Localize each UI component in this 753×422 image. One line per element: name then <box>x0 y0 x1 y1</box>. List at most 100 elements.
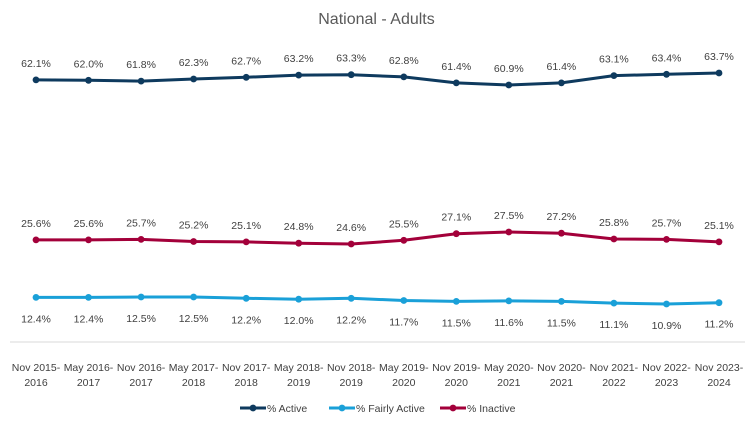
series-inactive: 25.6% 25.6% 25.7% 25.2% 25.1% 24.8% 24.6% 25.5%… <box>21 210 734 248</box>
data-label-fairly-active: 12.5% <box>126 313 156 325</box>
data-point-active <box>190 75 198 83</box>
data-label-fairly-active: 12.4% <box>21 313 51 325</box>
data-label-fairly-active: 11.6% <box>494 317 523 329</box>
data-label-inactive: 24.8% <box>284 221 314 233</box>
data-label-fairly-active: 12.2% <box>336 314 366 326</box>
x-tick-label: Nov 2018-2019 <box>327 362 376 389</box>
x-tick-label: Nov 2019-2020 <box>432 362 481 389</box>
data-label-inactive: 27.1% <box>441 212 471 224</box>
data-point-inactive <box>663 236 670 243</box>
x-tick-label: Nov 2015-2016 <box>12 362 61 389</box>
data-label-active: 61.4% <box>441 61 471 73</box>
data-label-fairly-active: 11.7% <box>389 317 418 329</box>
data-point-fairly-active <box>505 297 513 305</box>
data-point-fairly-active <box>32 294 40 301</box>
data-label-active: 61.4% <box>547 61 577 73</box>
x-tick-label: Nov 2016-2017 <box>117 362 166 389</box>
data-point-inactive <box>242 238 250 246</box>
data-label-active: 61.8% <box>126 59 156 71</box>
data-point-active <box>505 81 513 89</box>
data-point-fairly-active <box>137 293 145 301</box>
series-active: 62.1% 62.0% 61.8% 62.3% 62.7% 63.2% 63.3% 62.8%… <box>21 51 734 89</box>
data-label-fairly-active: 10.9% <box>652 320 682 332</box>
x-tick-label: May 2016-2017 <box>64 362 114 389</box>
data-label-active: 63.1% <box>599 54 629 66</box>
data-label-inactive: 25.5% <box>389 218 419 230</box>
legend-label: % Inactive <box>467 403 516 415</box>
data-point-inactive <box>347 240 355 248</box>
data-label-active: 62.8% <box>389 55 419 67</box>
series-line-active <box>34 71 721 87</box>
data-label-fairly-active: 11.1% <box>599 319 628 331</box>
data-point-fairly-active <box>295 295 303 303</box>
data-point-active <box>558 79 565 87</box>
data-point-active <box>400 73 408 81</box>
data-point-active <box>452 79 460 87</box>
x-tick-label: May 2018-2019 <box>274 362 324 389</box>
data-point-active <box>715 69 723 77</box>
legend-item-fairly-active: % Fairly Active <box>329 403 425 415</box>
x-tick-label: May 2017-2018 <box>169 362 219 389</box>
data-point-inactive <box>558 229 565 237</box>
series-line-fairly-active <box>34 295 721 306</box>
data-point-fairly-active <box>190 293 198 301</box>
x-tick-label: Nov 2022-2023 <box>642 362 691 389</box>
legend-swatch-marker <box>249 404 257 412</box>
data-point-fairly-active <box>400 297 408 304</box>
data-point-inactive <box>610 235 618 243</box>
data-label-inactive: 25.1% <box>231 220 261 232</box>
legend-item-active: % Active <box>240 403 307 415</box>
data-label-fairly-active: 11.5% <box>442 317 471 329</box>
x-tick-label: Nov 2017-2018 <box>222 362 271 389</box>
x-tick-label: Nov 2023-2024 <box>695 362 744 389</box>
data-point-fairly-active <box>715 299 723 307</box>
data-point-active <box>347 71 355 79</box>
data-point-fairly-active <box>663 300 670 308</box>
data-label-inactive: 25.2% <box>179 220 209 232</box>
data-label-inactive: 25.1% <box>704 220 734 232</box>
data-point-inactive <box>137 236 145 243</box>
legend: % Active % Fairly Active % Inactive <box>240 403 516 415</box>
legend-label: % Fairly Active <box>356 403 425 415</box>
data-point-fairly-active <box>242 294 250 302</box>
x-tick-label: Nov 2021-2022 <box>590 362 639 389</box>
legend-label: % Active <box>267 403 307 415</box>
chart-title: National - Adults <box>318 11 435 28</box>
data-label-inactive: 24.6% <box>336 222 366 234</box>
data-label-fairly-active: 12.5% <box>179 313 209 325</box>
series-layer: 62.1% 62.0% 61.8% 62.3% 62.7% 63.2% 63.3% 62.8%… <box>21 51 734 332</box>
data-label-inactive: 25.7% <box>126 217 156 229</box>
data-point-fairly-active <box>452 298 460 305</box>
series-line-inactive <box>34 230 721 246</box>
data-point-inactive <box>295 239 303 247</box>
data-point-active <box>610 72 618 79</box>
data-point-active <box>137 77 145 85</box>
data-label-inactive: 25.8% <box>599 217 629 229</box>
data-point-inactive <box>85 236 92 244</box>
data-label-fairly-active: 12.4% <box>74 313 104 325</box>
data-point-inactive <box>32 236 40 244</box>
data-label-active: 62.3% <box>179 57 209 69</box>
data-label-inactive: 27.2% <box>547 211 577 223</box>
data-label-fairly-active: 11.2% <box>705 319 734 331</box>
data-label-fairly-active: 12.2% <box>231 314 261 326</box>
data-point-active <box>242 73 250 81</box>
data-label-active: 62.7% <box>231 55 261 67</box>
data-point-active <box>32 76 40 84</box>
data-label-inactive: 27.5% <box>494 210 524 222</box>
data-point-active <box>295 71 303 79</box>
data-label-inactive: 25.7% <box>652 217 682 229</box>
data-point-fairly-active <box>85 294 92 301</box>
data-point-inactive <box>190 238 198 245</box>
data-label-active: 62.1% <box>21 58 51 70</box>
data-label-active: 63.4% <box>652 52 682 64</box>
data-point-fairly-active <box>558 298 565 305</box>
legend-swatch-marker <box>338 404 346 412</box>
data-point-inactive <box>505 228 513 236</box>
series-fairly-active: 12.4% 12.4% 12.5% 12.5% 12.2% 12.0% 12.2% 11.7%… <box>21 293 734 332</box>
data-label-active: 63.7% <box>704 51 734 63</box>
data-label-fairly-active: 12.0% <box>284 315 314 327</box>
data-point-fairly-active <box>610 299 618 307</box>
